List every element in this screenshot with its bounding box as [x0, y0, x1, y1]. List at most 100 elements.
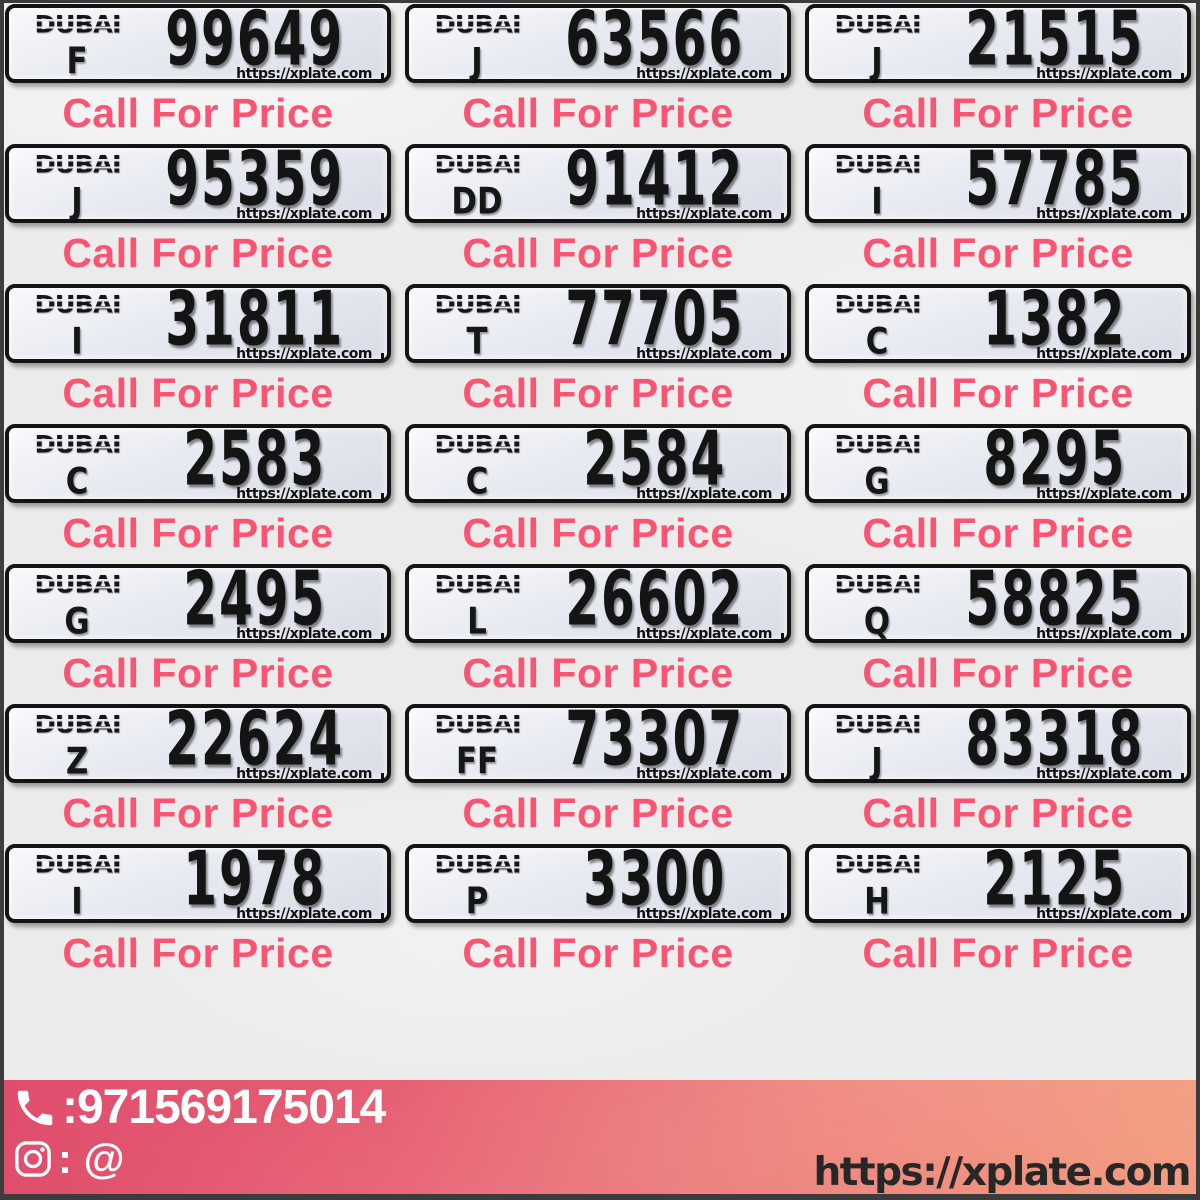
plate-watermark-text: https://xplate.com	[236, 906, 372, 922]
watermark-bracket-icon	[375, 913, 384, 922]
dubai-plate-logo: DUBAI	[432, 850, 523, 879]
license-plate: DUBAI DD 91412 https://xplate.com	[405, 141, 791, 223]
plate-watermark-text: https://xplate.com	[636, 626, 772, 642]
plate-watermark-text: https://xplate.com	[236, 66, 372, 82]
plate-watermark: https://xplate.com	[236, 906, 384, 922]
watermark-bracket-icon	[375, 73, 384, 82]
plate-left-block: DUBAI G	[825, 433, 929, 507]
plate-number: 83318	[965, 694, 1145, 782]
phone-contact[interactable]: :971569175014	[12, 1081, 386, 1134]
plate-watermark: https://xplate.com	[636, 206, 784, 222]
plate-listing[interactable]: DUBAI H 2125 https://xplate.com Call For…	[805, 841, 1191, 984]
call-for-price-label: Call For Price	[862, 930, 1134, 976]
plate-number: 3300	[583, 834, 727, 922]
dubai-plate-logo: DUBAI	[32, 850, 123, 879]
plate-watermark-text: https://xplate.com	[236, 206, 372, 222]
plate-listing[interactable]: DUBAI J 83318 https://xplate.com Call Fo…	[805, 694, 1191, 844]
plate-number-area: 1382	[941, 281, 1169, 355]
plate-letter-code: J	[71, 180, 83, 223]
dubai-plate-logo: DUBAI	[432, 710, 523, 739]
plate-listing[interactable]: DUBAI J 63566 https://xplate.com Call Fo…	[405, 1, 791, 144]
plate-listing[interactable]: DUBAI FF 73307 https://xplate.com Call F…	[405, 701, 791, 844]
instagram-contact[interactable]: : @	[12, 1138, 125, 1180]
plate-number: 22624	[165, 694, 345, 782]
plate-left-block: DUBAI T	[425, 293, 529, 367]
plate-watermark: https://xplate.com	[236, 206, 384, 222]
plate-left-block: DUBAI C	[825, 293, 929, 367]
plate-listing[interactable]: DUBAI I 31811 https://xplate.com Call Fo…	[5, 281, 391, 424]
license-plate: DUBAI I 57785 https://xplate.com	[805, 141, 1191, 223]
plate-number: 58825	[965, 554, 1145, 642]
plate-letter-code: P	[465, 880, 489, 923]
plate-listing[interactable]: DUBAI I 57785 https://xplate.com Call Fo…	[805, 141, 1191, 284]
call-for-price-label: Call For Price	[62, 650, 334, 696]
license-plate: DUBAI J 21515 https://xplate.com	[805, 1, 1191, 83]
plate-watermark: https://xplate.com	[1036, 206, 1184, 222]
watermark-bracket-icon	[775, 633, 784, 642]
plate-number-area: 8295	[941, 421, 1169, 495]
license-plate: DUBAI C 1382 https://xplate.com	[805, 281, 1191, 363]
plate-number-area: 95359	[141, 141, 369, 215]
plate-listing[interactable]: DUBAI G 2495 https://xplate.com Call For…	[5, 554, 391, 704]
website-link[interactable]: https://xplate.com	[813, 1150, 1192, 1196]
plate-watermark-text: https://xplate.com	[1036, 906, 1172, 922]
plate-listing[interactable]: DUBAI L 26602 https://xplate.com Call Fo…	[405, 561, 791, 704]
plate-listing[interactable]: DUBAI G 8295 https://xplate.com Call For…	[805, 421, 1191, 564]
watermark-bracket-icon	[375, 633, 384, 642]
plate-left-block: DUBAI FF	[425, 713, 529, 787]
plate-listing[interactable]: DUBAI C 1382 https://xplate.com Call For…	[805, 281, 1191, 424]
plate-watermark-text: https://xplate.com	[1036, 346, 1172, 362]
instagram-handle: : @	[58, 1135, 125, 1182]
call-for-price-label: Call For Price	[462, 90, 734, 136]
license-plate: DUBAI C 2583 https://xplate.com	[5, 421, 391, 503]
dubai-plate-logo: DUBAI	[432, 430, 523, 459]
plate-listing[interactable]: DUBAI Q 58825 https://xplate.com Call Fo…	[805, 554, 1191, 704]
plate-watermark-text: https://xplate.com	[636, 486, 772, 502]
plate-listing[interactable]: DUBAI P 3300 https://xplate.com Call For…	[405, 834, 791, 984]
dubai-plate-logo: DUBAI	[832, 570, 923, 599]
plate-listing[interactable]: DUBAI DD 91412 https://xplate.com Call F…	[405, 141, 791, 284]
plate-listing[interactable]: DUBAI J 21515 https://xplate.com Call Fo…	[805, 1, 1191, 144]
plate-listing[interactable]: DUBAI I 1978 https://xplate.com Call For…	[5, 841, 391, 984]
call-for-price-label: Call For Price	[462, 650, 734, 696]
plate-left-block: DUBAI C	[425, 433, 529, 507]
plate-letter-code: C	[65, 460, 89, 503]
plate-number-area: 26602	[541, 561, 769, 635]
license-plate: DUBAI G 8295 https://xplate.com	[805, 421, 1191, 503]
watermark-bracket-icon	[1175, 773, 1184, 782]
plate-left-block: DUBAI J	[425, 13, 529, 87]
plate-number: 2584	[583, 414, 727, 502]
dubai-plate-logo: DUBAI	[832, 290, 923, 319]
license-plate: DUBAI Z 22624 https://xplate.com	[5, 694, 391, 783]
plate-left-block: DUBAI DD	[425, 153, 529, 227]
plate-number-area: 63566	[541, 1, 769, 75]
plate-watermark-text: https://xplate.com	[636, 766, 772, 782]
plate-letter-code: G	[864, 460, 890, 503]
call-for-price-label: Call For Price	[862, 790, 1134, 836]
plate-listing[interactable]: DUBAI T 77705 https://xplate.com Call Fo…	[405, 281, 791, 424]
plate-listing[interactable]: DUBAI J 95359 https://xplate.com Call Fo…	[5, 141, 391, 284]
plate-listing[interactable]: DUBAI C 2583 https://xplate.com Call For…	[5, 421, 391, 564]
license-plate: DUBAI T 77705 https://xplate.com	[405, 281, 791, 363]
plate-watermark: https://xplate.com	[236, 486, 384, 502]
plate-letter-code: C	[465, 460, 489, 503]
listing-page: DUBAI F 99649 https://xplate.com Call Fo…	[4, 1, 1196, 1194]
phone-number: :971569175014	[62, 1081, 386, 1134]
plate-watermark-text: https://xplate.com	[636, 346, 772, 362]
plate-listing[interactable]: DUBAI Z 22624 https://xplate.com Call Fo…	[5, 694, 391, 844]
plate-letter-code: I	[71, 880, 83, 923]
plate-number: 63566	[565, 0, 745, 82]
plate-number: 26602	[565, 554, 745, 642]
plate-listing[interactable]: DUBAI F 99649 https://xplate.com Call Fo…	[5, 1, 391, 144]
watermark-bracket-icon	[375, 773, 384, 782]
dubai-plate-logo: DUBAI	[832, 10, 923, 39]
dubai-plate-logo: DUBAI	[432, 10, 523, 39]
plate-number: 2495	[183, 554, 327, 642]
contact-footer: :971569175014 : @ https://xplate.com	[4, 1080, 1196, 1194]
plate-watermark-text: https://xplate.com	[1036, 766, 1172, 782]
plate-listing[interactable]: DUBAI C 2584 https://xplate.com Call For…	[405, 414, 791, 564]
dubai-plate-logo: DUBAI	[32, 570, 123, 599]
watermark-bracket-icon	[375, 213, 384, 222]
watermark-bracket-icon	[1175, 73, 1184, 82]
plate-number-area: 77705	[541, 281, 769, 355]
